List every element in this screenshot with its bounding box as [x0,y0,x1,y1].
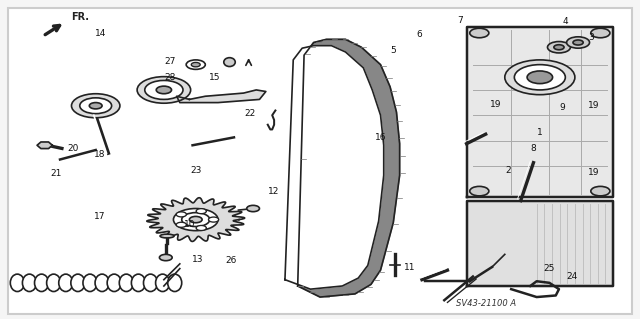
Ellipse shape [35,274,49,292]
Text: 24: 24 [566,272,577,281]
Polygon shape [298,39,399,297]
Circle shape [156,86,172,94]
Text: 4: 4 [563,18,568,26]
Circle shape [591,186,610,196]
Polygon shape [467,201,613,286]
Text: 27: 27 [164,57,176,66]
Circle shape [145,80,183,100]
Text: 6: 6 [416,30,422,39]
Ellipse shape [131,274,145,292]
Circle shape [527,71,552,84]
Circle shape [209,217,219,222]
Polygon shape [37,142,52,149]
Circle shape [176,222,186,227]
Circle shape [72,94,120,118]
Circle shape [196,209,206,214]
Ellipse shape [59,274,73,292]
Ellipse shape [83,274,97,292]
Circle shape [90,103,102,109]
Text: 28: 28 [164,73,176,82]
Polygon shape [285,46,384,289]
Text: 19: 19 [588,168,600,177]
Ellipse shape [143,274,157,292]
Text: 23: 23 [190,166,202,175]
Text: 3: 3 [588,33,594,42]
Circle shape [515,65,565,90]
Circle shape [189,216,202,223]
Text: SV43-21100 A: SV43-21100 A [456,299,516,308]
Polygon shape [177,90,266,103]
Ellipse shape [119,274,133,292]
Text: 18: 18 [95,150,106,159]
Ellipse shape [47,274,61,292]
Text: 21: 21 [50,169,61,178]
Ellipse shape [224,58,236,67]
Text: 2: 2 [505,166,511,175]
Text: 25: 25 [544,264,555,273]
Circle shape [554,45,564,50]
Circle shape [191,63,200,67]
Circle shape [573,40,583,45]
Polygon shape [467,27,613,197]
Ellipse shape [95,274,109,292]
Text: 22: 22 [244,109,255,118]
Ellipse shape [10,274,24,292]
FancyBboxPatch shape [8,8,632,315]
Circle shape [470,186,489,196]
Circle shape [547,41,570,53]
Text: 19: 19 [490,100,501,109]
Polygon shape [147,198,244,241]
Ellipse shape [107,274,121,292]
Text: 8: 8 [531,144,536,153]
Text: 9: 9 [559,103,565,112]
Circle shape [80,98,111,114]
Text: 15: 15 [209,73,221,82]
Text: 1: 1 [537,128,543,137]
Text: 12: 12 [268,187,280,196]
Text: 20: 20 [67,144,79,153]
Text: 19: 19 [588,101,600,110]
Text: 5: 5 [390,46,396,55]
Text: 11: 11 [403,263,415,271]
Ellipse shape [168,274,182,292]
Text: 17: 17 [95,212,106,221]
Text: 10: 10 [184,220,195,229]
Circle shape [186,60,205,69]
Text: 16: 16 [375,133,387,142]
Ellipse shape [22,274,36,292]
Ellipse shape [71,274,85,292]
Ellipse shape [160,234,174,238]
Circle shape [470,28,489,38]
Circle shape [173,209,218,231]
Text: 13: 13 [192,255,204,263]
Circle shape [246,205,259,212]
Text: 7: 7 [458,16,463,25]
Circle shape [137,77,191,103]
Text: 14: 14 [95,28,106,38]
Circle shape [591,28,610,38]
Circle shape [182,213,210,226]
Circle shape [566,37,589,48]
Text: 26: 26 [225,256,236,265]
Text: FR.: FR. [72,12,90,22]
Ellipse shape [156,274,170,292]
Circle shape [159,254,172,261]
Circle shape [196,226,206,231]
Circle shape [505,60,575,95]
Circle shape [176,212,186,217]
